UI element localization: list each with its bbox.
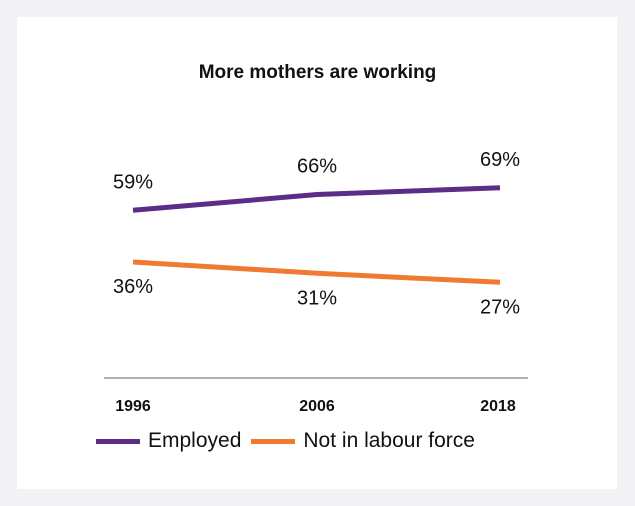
data-label-not-in-labour-force-1996: 36% <box>113 276 153 298</box>
x-tick-label-2018: 2018 <box>480 398 516 415</box>
x-tick-label-2006: 2006 <box>299 398 335 415</box>
data-label-employed-2006: 66% <box>297 156 337 178</box>
legend-swatch-not-in-labour-force <box>251 438 296 444</box>
legend-item-employed: Employed <box>96 429 241 453</box>
x-tick-label-1996: 1996 <box>115 398 151 415</box>
chart-card <box>17 17 617 489</box>
legend-label-not-in-labour-force: Not in labour force <box>303 429 475 452</box>
data-label-employed-2018: 69% <box>480 149 520 171</box>
legend: Employed Not in labour force <box>96 428 485 454</box>
legend-item-not-in-labour-force: Not in labour force <box>251 429 475 453</box>
chart-title: More mothers are working <box>198 62 437 83</box>
data-label-not-in-labour-force-2018: 27% <box>480 296 520 318</box>
data-label-employed-1996: 59% <box>113 171 153 193</box>
legend-swatch-employed <box>96 438 140 444</box>
series-line-not-in-labour-force <box>132 259 501 285</box>
legend-label-employed: Employed <box>148 429 242 452</box>
series-line-employed <box>132 185 501 213</box>
data-label-not-in-labour-force-2006: 31% <box>297 287 337 309</box>
